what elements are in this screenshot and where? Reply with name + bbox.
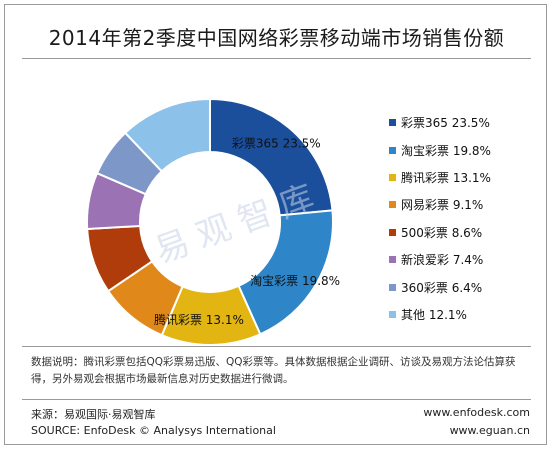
slice-7 bbox=[123, 97, 211, 173]
legend-label: 彩票365 23.5% bbox=[401, 116, 490, 131]
legend-item-2: 腾讯彩票 13.1% bbox=[389, 164, 491, 191]
site-link-enfodesk[interactable]: www.enfodesk.com bbox=[423, 406, 530, 419]
legend-swatch bbox=[389, 283, 396, 291]
chart-legend: 彩票365 23.5% 淘宝彩票 19.8% 腾讯彩票 13.1% 网易彩票 9.1%… bbox=[389, 109, 491, 328]
site-link-eguan[interactable]: www.eguan.cn bbox=[449, 424, 530, 437]
legend-swatch bbox=[389, 119, 396, 127]
legend-swatch bbox=[389, 146, 396, 154]
legend-label: 淘宝彩票 19.8% bbox=[401, 143, 491, 158]
slice-label-1: 淘宝彩票 19.8% bbox=[250, 274, 340, 288]
legend-item-1: 淘宝彩票 19.8% bbox=[389, 136, 491, 163]
slice-label-0: 彩票365 23.5% bbox=[232, 137, 321, 151]
slice-label-2: 腾讯彩票 13.1% bbox=[154, 312, 244, 327]
chart-title: 2014年第2季度中国网络彩票移动端市场销售份额 bbox=[48, 26, 505, 50]
legend-swatch bbox=[389, 256, 396, 264]
data-note: 数据说明：腾讯彩票包括QQ彩票易迅版、QQ彩票等。具体数据根据企业调研、访谈及易… bbox=[31, 356, 516, 385]
legend-item-5: 新浪爱彩 7.4% bbox=[389, 246, 491, 273]
legend-label: 其他 12.1% bbox=[401, 307, 467, 322]
legend-swatch bbox=[389, 173, 396, 181]
legend-item-4: 500彩票 8.6% bbox=[389, 219, 491, 246]
legend-swatch bbox=[389, 310, 396, 318]
source-cn: 来源：易观国际·易观智库 bbox=[31, 408, 156, 421]
legend-label: 腾讯彩票 13.1% bbox=[401, 170, 491, 185]
legend-swatch bbox=[389, 201, 396, 209]
legend-swatch bbox=[389, 228, 396, 236]
source-divider bbox=[22, 399, 531, 400]
legend-label: 360彩票 6.4% bbox=[401, 280, 483, 295]
slice-0 bbox=[209, 97, 334, 217]
title-divider bbox=[22, 58, 531, 59]
legend-item-3: 网易彩票 9.1% bbox=[389, 191, 491, 218]
legend-label: 网易彩票 9.1% bbox=[401, 198, 484, 213]
legend-label: 500彩票 8.6% bbox=[401, 225, 483, 240]
legend-item-6: 360彩票 6.4% bbox=[389, 273, 491, 300]
legend-label: 新浪爱彩 7.4% bbox=[401, 253, 484, 268]
legend-item-7: 其他 12.1% bbox=[389, 301, 491, 328]
source-en: SOURCE: EnfoDesk © Analysys Internationa… bbox=[31, 424, 276, 437]
legend-item-0: 彩票365 23.5% bbox=[389, 109, 491, 136]
note-divider bbox=[22, 346, 531, 347]
